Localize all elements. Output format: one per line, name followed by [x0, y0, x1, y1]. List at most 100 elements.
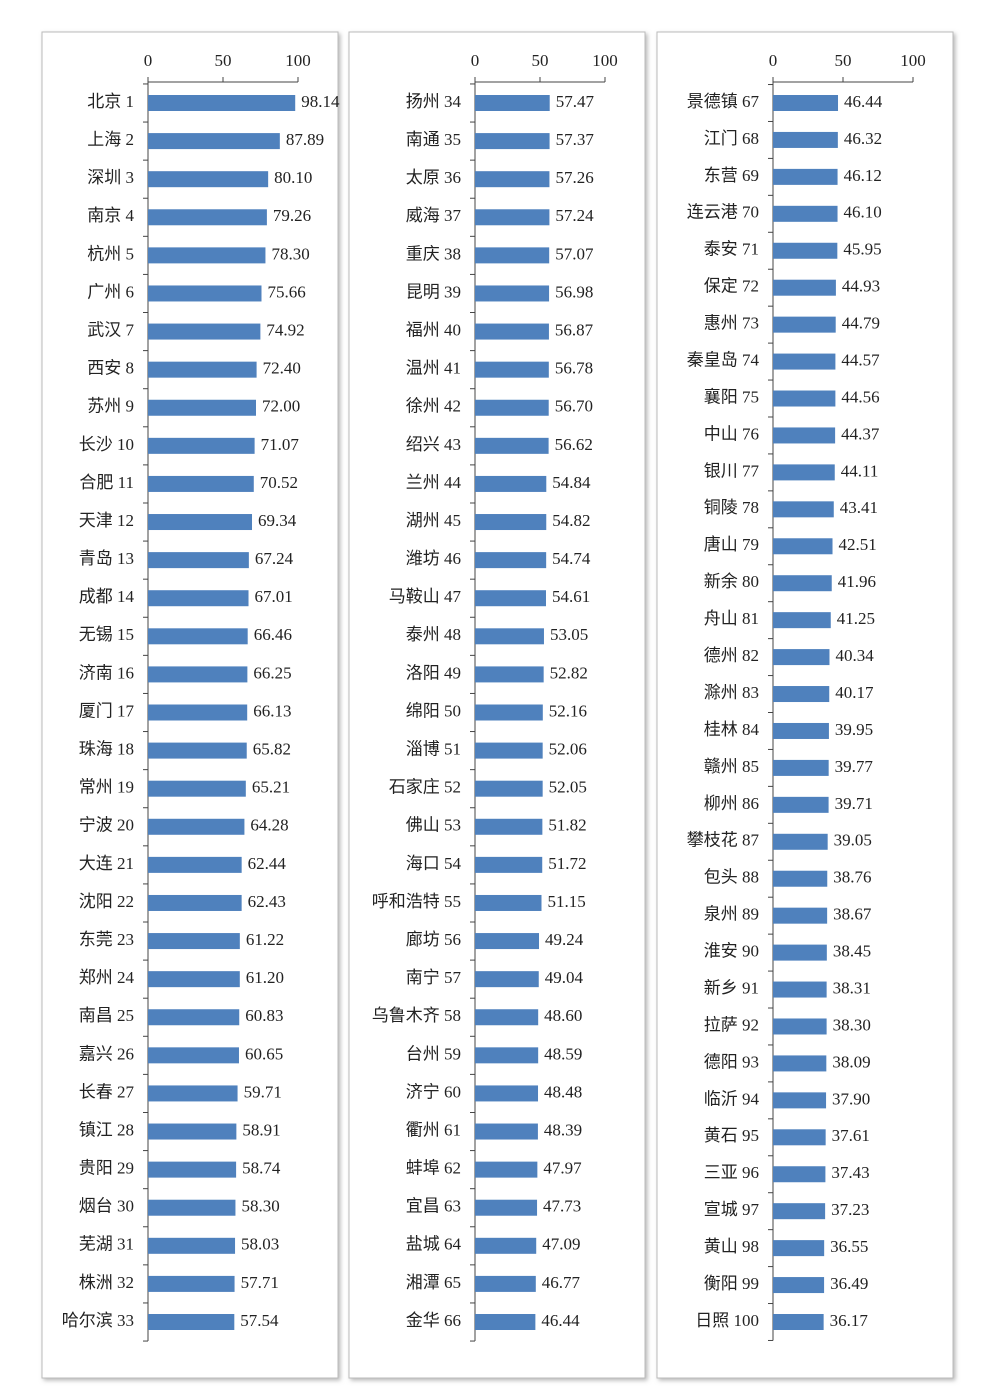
value-label: 44.37 — [841, 424, 880, 443]
value-label: 66.46 — [254, 625, 292, 644]
bar-chart: 0 50 100 北京 1 98.14 上海 2 87.89 深圳 3 80.10 南京 4 79.… — [62, 51, 340, 1342]
y-tick-label: 福州 40 — [406, 320, 461, 339]
y-tick-label: 淮安 90 — [704, 942, 759, 961]
bar — [475, 1085, 539, 1102]
value-label: 57.54 — [240, 1311, 279, 1330]
value-label: 37.43 — [831, 1163, 869, 1182]
y-tick-label: 银川 77 — [704, 461, 760, 480]
bar — [773, 95, 839, 111]
y-tick-label: 攀枝花 87 — [687, 831, 760, 850]
y-tick-label: 扬州 34 — [406, 92, 462, 111]
y-tick-label: 台州 59 — [406, 1044, 461, 1063]
bar — [773, 316, 836, 333]
y-tick-label: 嘉兴 26 — [79, 1044, 134, 1063]
bar — [148, 1085, 238, 1102]
y-tick-label: 广州 6 — [87, 282, 134, 301]
value-label: 58.91 — [242, 1120, 280, 1139]
y-tick-label: 重庆 38 — [406, 244, 461, 263]
value-label: 61.22 — [246, 930, 284, 949]
bar — [475, 1314, 536, 1330]
bar — [475, 590, 546, 607]
bar — [773, 907, 828, 924]
y-tick-label: 连云港 70 — [687, 203, 759, 222]
bar — [148, 971, 240, 988]
y-tick-label: 深圳 3 — [87, 168, 134, 187]
value-label: 38.45 — [833, 942, 871, 961]
bar — [148, 742, 247, 759]
value-label: 56.62 — [555, 435, 593, 454]
bar — [148, 894, 242, 911]
bar — [773, 131, 838, 148]
y-tick-label: 廊坊 56 — [406, 930, 461, 949]
y-tick-label: 长沙 10 — [79, 435, 134, 454]
bar — [773, 353, 836, 370]
x-tick-label: 50 — [532, 51, 549, 70]
bar-chart: 0 50 100 景德镇 67 46.44 江门 68 46.32 东营 69 46.12 连云港… — [687, 51, 926, 1341]
y-tick-label: 秦皇岛 74 — [687, 350, 760, 369]
value-label: 44.79 — [842, 314, 880, 333]
bar — [773, 205, 838, 222]
x-tick-label: 50 — [215, 51, 232, 70]
y-tick-label: 天津 12 — [79, 511, 134, 530]
value-label: 57.26 — [555, 168, 593, 187]
bar — [475, 780, 543, 797]
bar — [773, 501, 834, 518]
y-tick-label: 黄石 95 — [704, 1126, 759, 1145]
value-label: 75.66 — [267, 282, 305, 301]
bar — [475, 514, 547, 531]
value-label: 48.48 — [544, 1082, 582, 1101]
bar — [773, 1092, 827, 1109]
y-tick-label: 德州 82 — [704, 646, 759, 665]
bar — [773, 1166, 826, 1183]
y-tick-label: 蚌埠 62 — [406, 1159, 461, 1178]
value-label: 39.71 — [835, 794, 873, 813]
x-tick-label: 0 — [471, 51, 480, 70]
value-label: 52.06 — [549, 740, 587, 759]
bar — [475, 1275, 536, 1292]
y-tick-label: 济南 16 — [79, 663, 134, 682]
value-label: 48.60 — [544, 1006, 582, 1025]
bar — [475, 1199, 538, 1216]
value-label: 38.30 — [833, 1015, 871, 1034]
value-label: 41.25 — [837, 609, 875, 628]
bar — [475, 1123, 538, 1140]
y-tick-label: 东营 69 — [704, 166, 759, 185]
value-label: 45.95 — [843, 240, 881, 259]
y-tick-label: 南通 35 — [406, 130, 461, 149]
value-label: 47.09 — [542, 1235, 580, 1254]
bar — [148, 704, 248, 721]
y-tick-label: 潍坊 46 — [406, 549, 461, 568]
value-label: 49.04 — [545, 968, 584, 987]
y-tick-label: 江门 68 — [704, 129, 759, 148]
y-tick-label: 哈尔滨 33 — [62, 1311, 134, 1330]
value-label: 59.71 — [244, 1082, 282, 1101]
value-label: 54.74 — [552, 549, 591, 568]
bar — [475, 1047, 539, 1064]
value-label: 40.34 — [835, 646, 874, 665]
value-label: 60.65 — [245, 1044, 283, 1063]
y-tick-label: 徐州 42 — [406, 397, 461, 416]
value-label: 46.77 — [542, 1273, 581, 1292]
value-label: 52.05 — [549, 778, 587, 797]
bar — [773, 1203, 826, 1220]
y-tick-label: 厦门 17 — [79, 701, 135, 720]
value-label: 52.16 — [549, 701, 587, 720]
bar — [773, 1129, 826, 1146]
bar — [148, 285, 262, 302]
value-label: 78.30 — [271, 244, 309, 263]
bar — [148, 666, 248, 683]
y-tick-label: 景德镇 67 — [687, 92, 760, 111]
value-label: 58.74 — [242, 1159, 281, 1178]
y-tick-label: 德阳 93 — [704, 1052, 759, 1071]
y-tick-label: 南京 4 — [87, 206, 134, 225]
y-tick-label: 镇江 28 — [79, 1120, 134, 1139]
y-tick-label: 新乡 91 — [704, 978, 759, 997]
value-label: 44.57 — [841, 350, 880, 369]
bar — [475, 1009, 539, 1026]
value-label: 66.25 — [253, 663, 291, 682]
bar — [475, 704, 543, 721]
value-label: 70.52 — [260, 473, 298, 492]
value-label: 56.70 — [555, 397, 593, 416]
x-tick-label: 0 — [769, 51, 778, 70]
y-tick-label: 襄阳 75 — [704, 386, 759, 406]
